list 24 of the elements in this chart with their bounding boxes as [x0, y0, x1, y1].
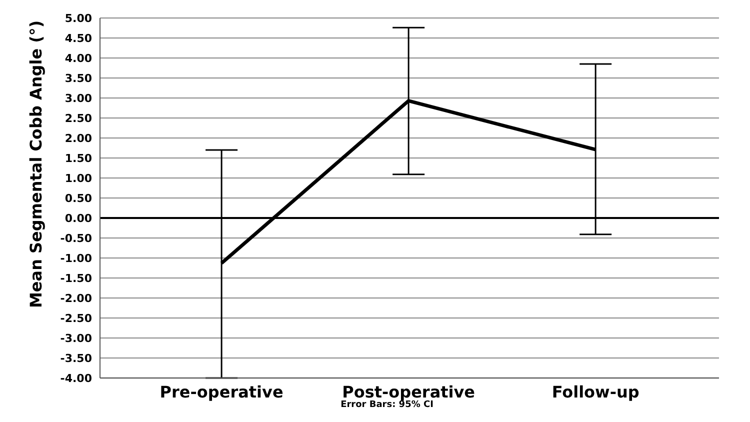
y-tick-label: -3.50: [60, 352, 92, 365]
y-tick-label: -1.50: [60, 272, 92, 285]
y-tick-label: -0.50: [60, 232, 92, 245]
y-tick-label: -2.00: [60, 292, 92, 305]
y-tick-label: 1.50: [64, 152, 92, 165]
x-tick-label: Post-operative: [342, 382, 476, 402]
y-tick-label: 5.00: [64, 12, 92, 25]
x-tick-label: Follow-up: [552, 382, 640, 402]
x-tick-label: Pre-operative: [160, 382, 284, 402]
y-axis-title: Mean Segmental Cobb Angle (°): [26, 20, 46, 308]
y-tick-label: 0.50: [64, 192, 92, 205]
y-tick-label: 0.00: [64, 212, 92, 225]
y-tick-label: 3.50: [64, 72, 92, 85]
y-tick-label: 4.50: [64, 32, 92, 45]
y-tick-label: 2.00: [64, 132, 92, 145]
y-tick-label: -4.00: [60, 372, 92, 385]
y-tick-label: -1.00: [60, 252, 92, 265]
y-tick-label: 4.00: [64, 52, 92, 65]
y-tick-label: 3.00: [64, 92, 92, 105]
text: Error Bars: 95% CI: [340, 400, 434, 410]
y-tick-label: 1.00: [64, 172, 92, 185]
y-tick-label: 2.50: [64, 112, 92, 125]
y-tick-label: -2.50: [60, 312, 92, 325]
y-tick-label: -3.00: [60, 332, 92, 345]
